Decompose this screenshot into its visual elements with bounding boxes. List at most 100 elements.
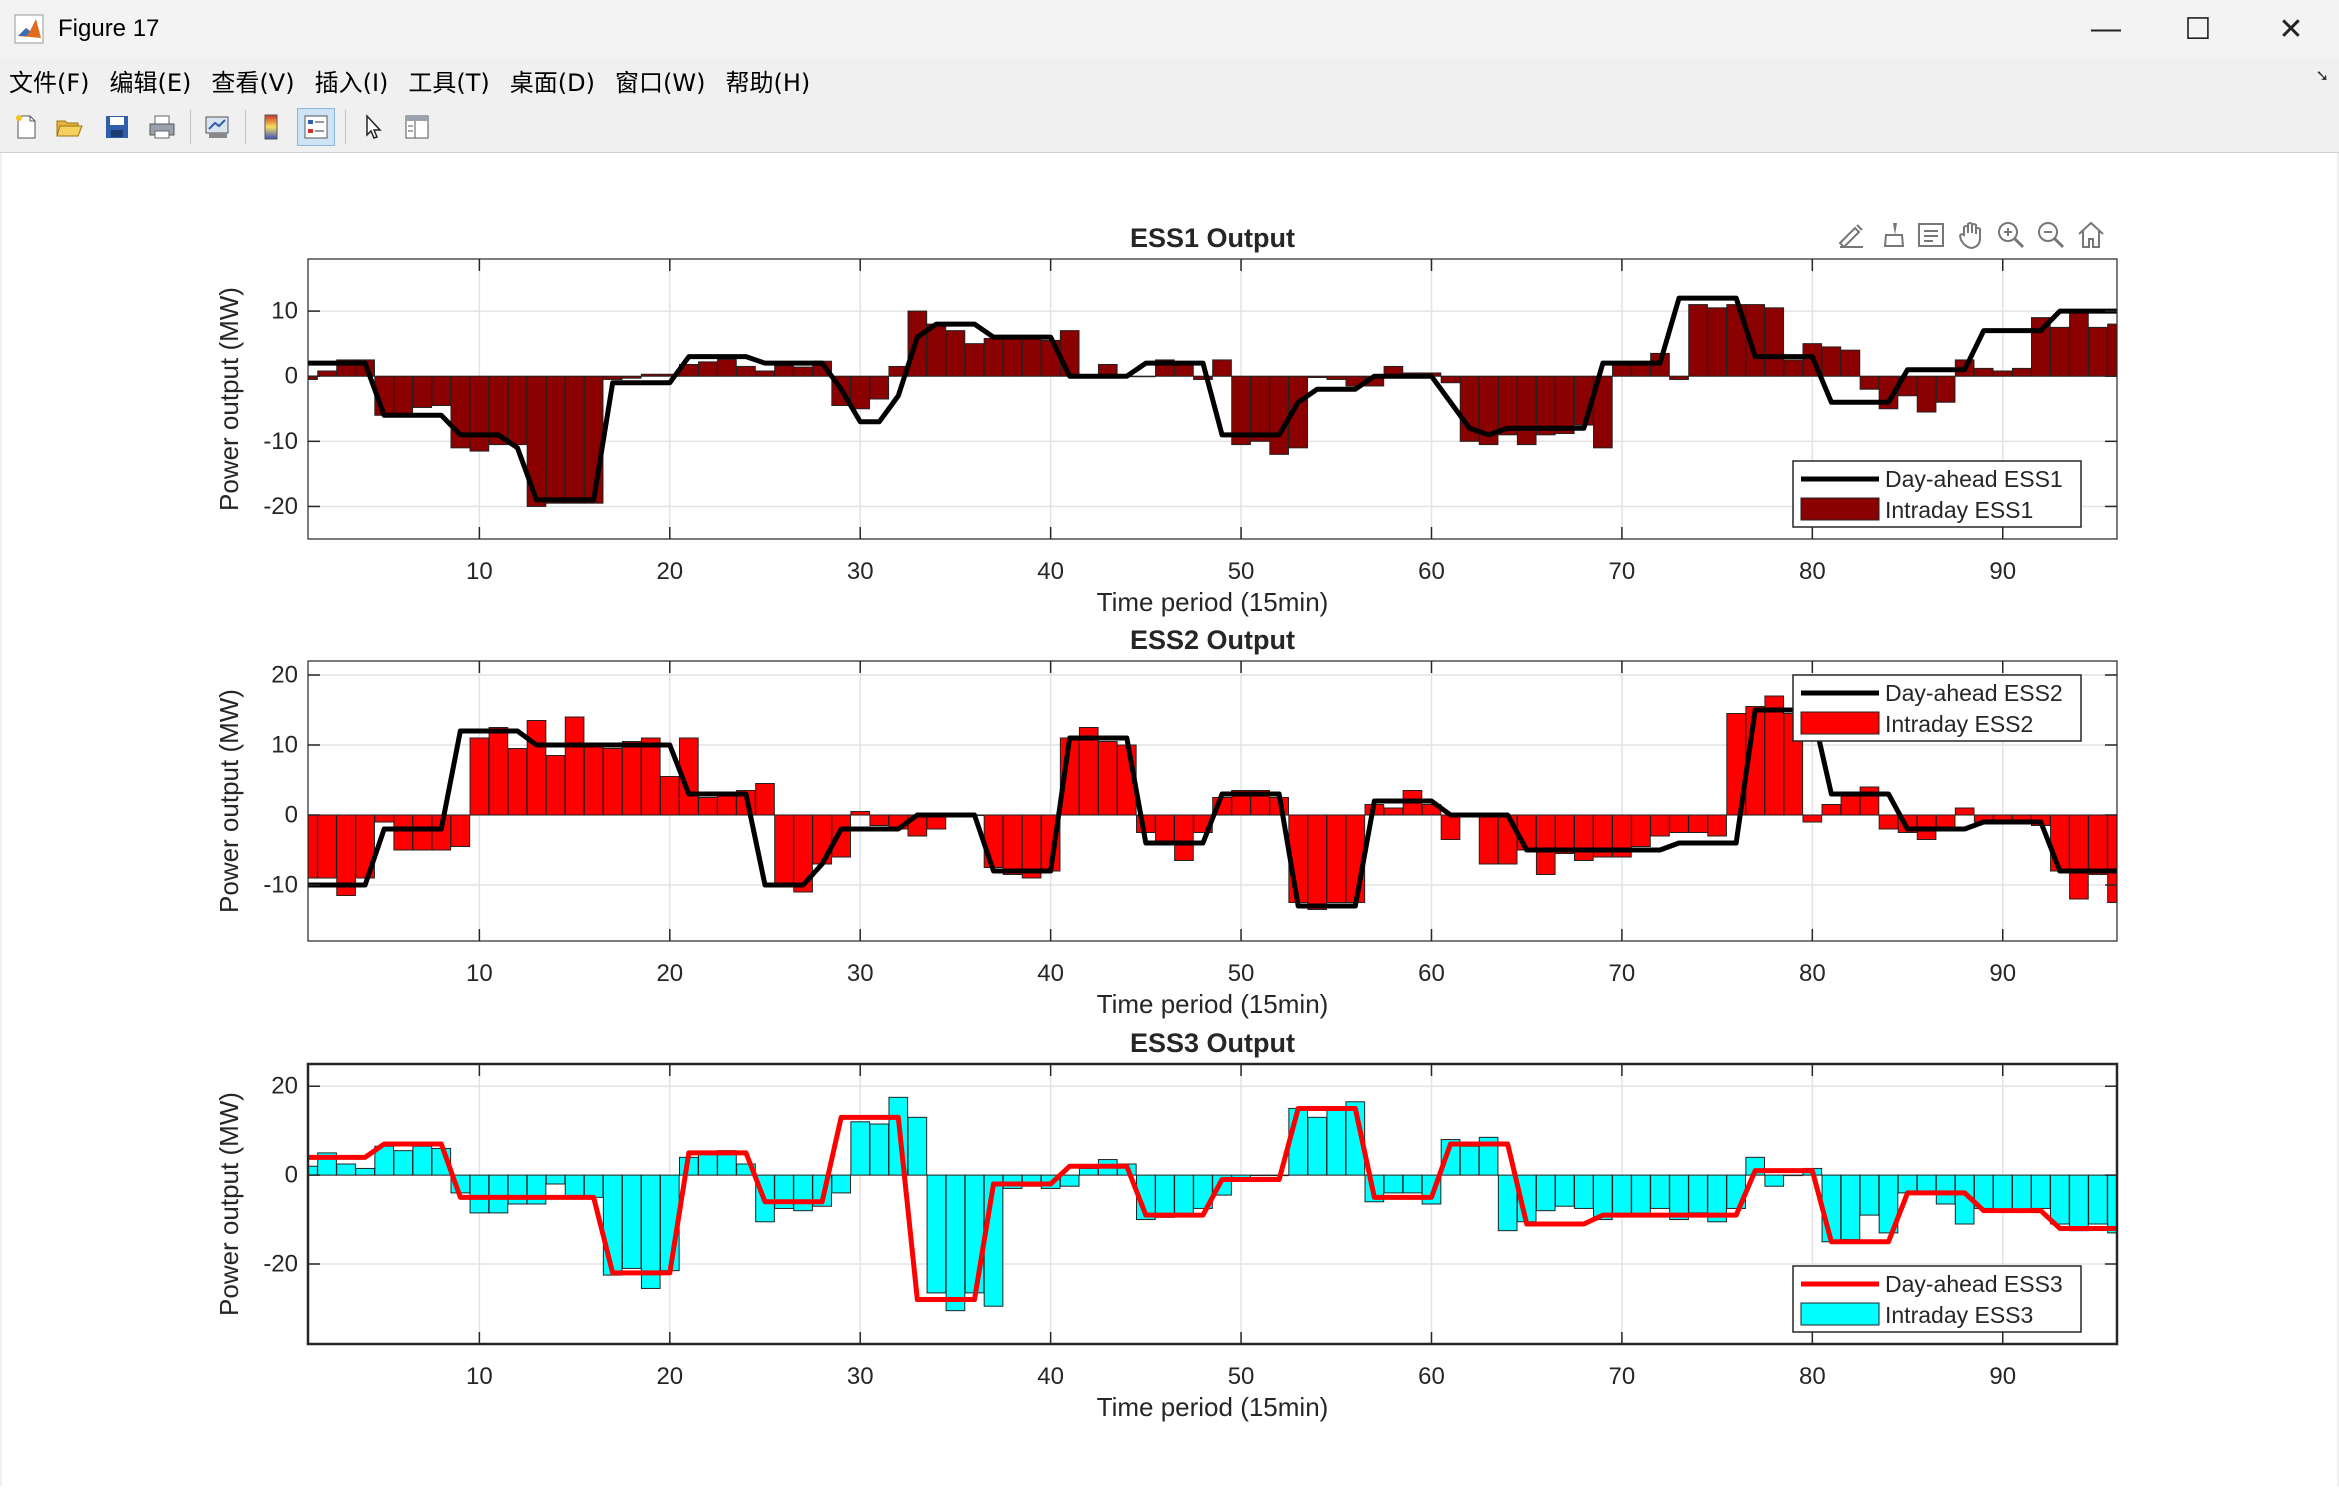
x-tick-label: 80: [1799, 1363, 1826, 1390]
bar: [736, 365, 756, 377]
y-tick-label: 20: [271, 1073, 298, 1100]
menu-window[interactable]: 窗口(W): [615, 68, 706, 97]
bar: [583, 375, 604, 504]
new-figure-button[interactable]: [7, 108, 45, 146]
pointer-button[interactable]: [354, 108, 392, 146]
menu-insert[interactable]: 插入(I): [314, 68, 389, 97]
bar: [1307, 1116, 1328, 1176]
menu-help[interactable]: 帮助(H): [725, 68, 811, 97]
bar: [640, 737, 661, 816]
menu-desktop[interactable]: 桌面(D): [509, 68, 595, 97]
bar: [1478, 1136, 1499, 1176]
menu-view[interactable]: 查看(V): [211, 68, 295, 97]
bar: [2107, 814, 2118, 903]
x-tick-label: 50: [1228, 1363, 1255, 1390]
toolbar-separator: [190, 110, 191, 144]
bar: [412, 1145, 433, 1176]
bar: [1250, 1174, 1270, 1177]
bar: [1516, 814, 1537, 851]
colorbar-button[interactable]: [252, 108, 290, 146]
toolbar-separator: [245, 110, 246, 144]
bar: [545, 375, 566, 504]
menu-file[interactable]: 文件(F): [9, 68, 90, 97]
bar: [736, 1163, 756, 1176]
x-tick-label: 10: [466, 1363, 493, 1390]
y-axis-label: Power output (MW): [214, 1092, 244, 1316]
bar: [2011, 367, 2032, 377]
bar: [621, 741, 642, 816]
bar: [1059, 330, 1080, 377]
bar: [1021, 337, 1042, 377]
y-tick-label: 0: [285, 363, 298, 390]
data-tips-icon: [1838, 224, 1863, 249]
pan-button[interactable]: [1952, 216, 1990, 254]
bar: [488, 727, 509, 816]
bar: [1535, 1174, 1556, 1212]
bar: [1878, 814, 1899, 830]
bar: [1821, 804, 1842, 816]
bar: [1631, 1174, 1651, 1216]
bar: [755, 370, 775, 377]
print-icon: [149, 115, 175, 139]
minimize-button[interactable]: —: [2060, 0, 2152, 58]
legend-entry: Day-ahead ESS1: [1885, 466, 2063, 492]
bar: [2050, 1174, 2070, 1225]
bar: [983, 814, 1004, 868]
bar: [1859, 375, 1880, 390]
home-button[interactable]: [2072, 216, 2110, 254]
bar: [2088, 1174, 2108, 1225]
x-tick-label: 40: [1037, 960, 1064, 987]
legend-entry: Day-ahead ESS3: [1885, 1271, 2063, 1297]
figure-canvas[interactable]: 10 20 30 40 50 60 70 80 90 -20 -10 0 10 ESS1 Output Ti…: [2, 153, 2337, 1498]
y-tick-label: -20: [263, 493, 298, 520]
x-tick-label: 70: [1609, 558, 1636, 585]
y-tick-label: -10: [263, 872, 298, 899]
datatip-hide-button[interactable]: [1912, 216, 1950, 254]
link-plot-button[interactable]: [199, 108, 237, 146]
y-tick-label: 0: [285, 802, 298, 829]
legend-bar-swatch: [1800, 711, 1880, 735]
property-inspector-button[interactable]: [398, 108, 436, 146]
bar: [1326, 375, 1347, 380]
bar: [1155, 814, 1175, 844]
data-tips-button[interactable]: [1832, 216, 1870, 254]
bar: [1383, 1174, 1404, 1194]
bar: [583, 1174, 604, 1198]
x-tick-label: 80: [1799, 558, 1826, 585]
bar: [640, 373, 661, 377]
link-plot-icon: [205, 116, 229, 138]
brush-button[interactable]: [1872, 216, 1910, 254]
brush-icon: [1883, 223, 1905, 247]
day-ahead-line: [308, 295, 2117, 503]
open-file-button[interactable]: [50, 108, 88, 146]
legend-box: [1792, 674, 2082, 742]
bar: [1288, 375, 1309, 449]
zoom-in-button[interactable]: [1992, 216, 2030, 254]
bar: [602, 748, 623, 816]
legend-bar-swatch: [1800, 1302, 1880, 1326]
bar: [621, 375, 642, 379]
dock-figure-icon[interactable]: ➘: [2315, 68, 2329, 85]
bar: [1002, 336, 1023, 377]
bar: [1535, 814, 1556, 875]
figure-toolbar: [0, 102, 2339, 153]
maximize-button[interactable]: ☐: [2152, 0, 2244, 58]
zoom-out-button[interactable]: [2032, 216, 2070, 254]
open-file-icon: [56, 120, 83, 137]
bar: [1707, 814, 1727, 837]
bar: [1193, 375, 1213, 380]
print-button[interactable]: [143, 108, 181, 146]
x-tick-label: 10: [466, 558, 493, 585]
bar: [412, 814, 433, 851]
bar: [1840, 1174, 1861, 1241]
bar: [2088, 814, 2108, 875]
menu-tools[interactable]: 工具(T): [408, 68, 490, 97]
menu-edit[interactable]: 编辑(E): [109, 68, 192, 97]
bar: [1764, 695, 1785, 816]
close-button[interactable]: ✕: [2245, 0, 2337, 58]
axes-box: [307, 660, 2118, 942]
save-button[interactable]: [98, 108, 136, 146]
bar: [1688, 814, 1708, 833]
legend-button[interactable]: [297, 108, 335, 146]
bar: [1859, 786, 1880, 816]
